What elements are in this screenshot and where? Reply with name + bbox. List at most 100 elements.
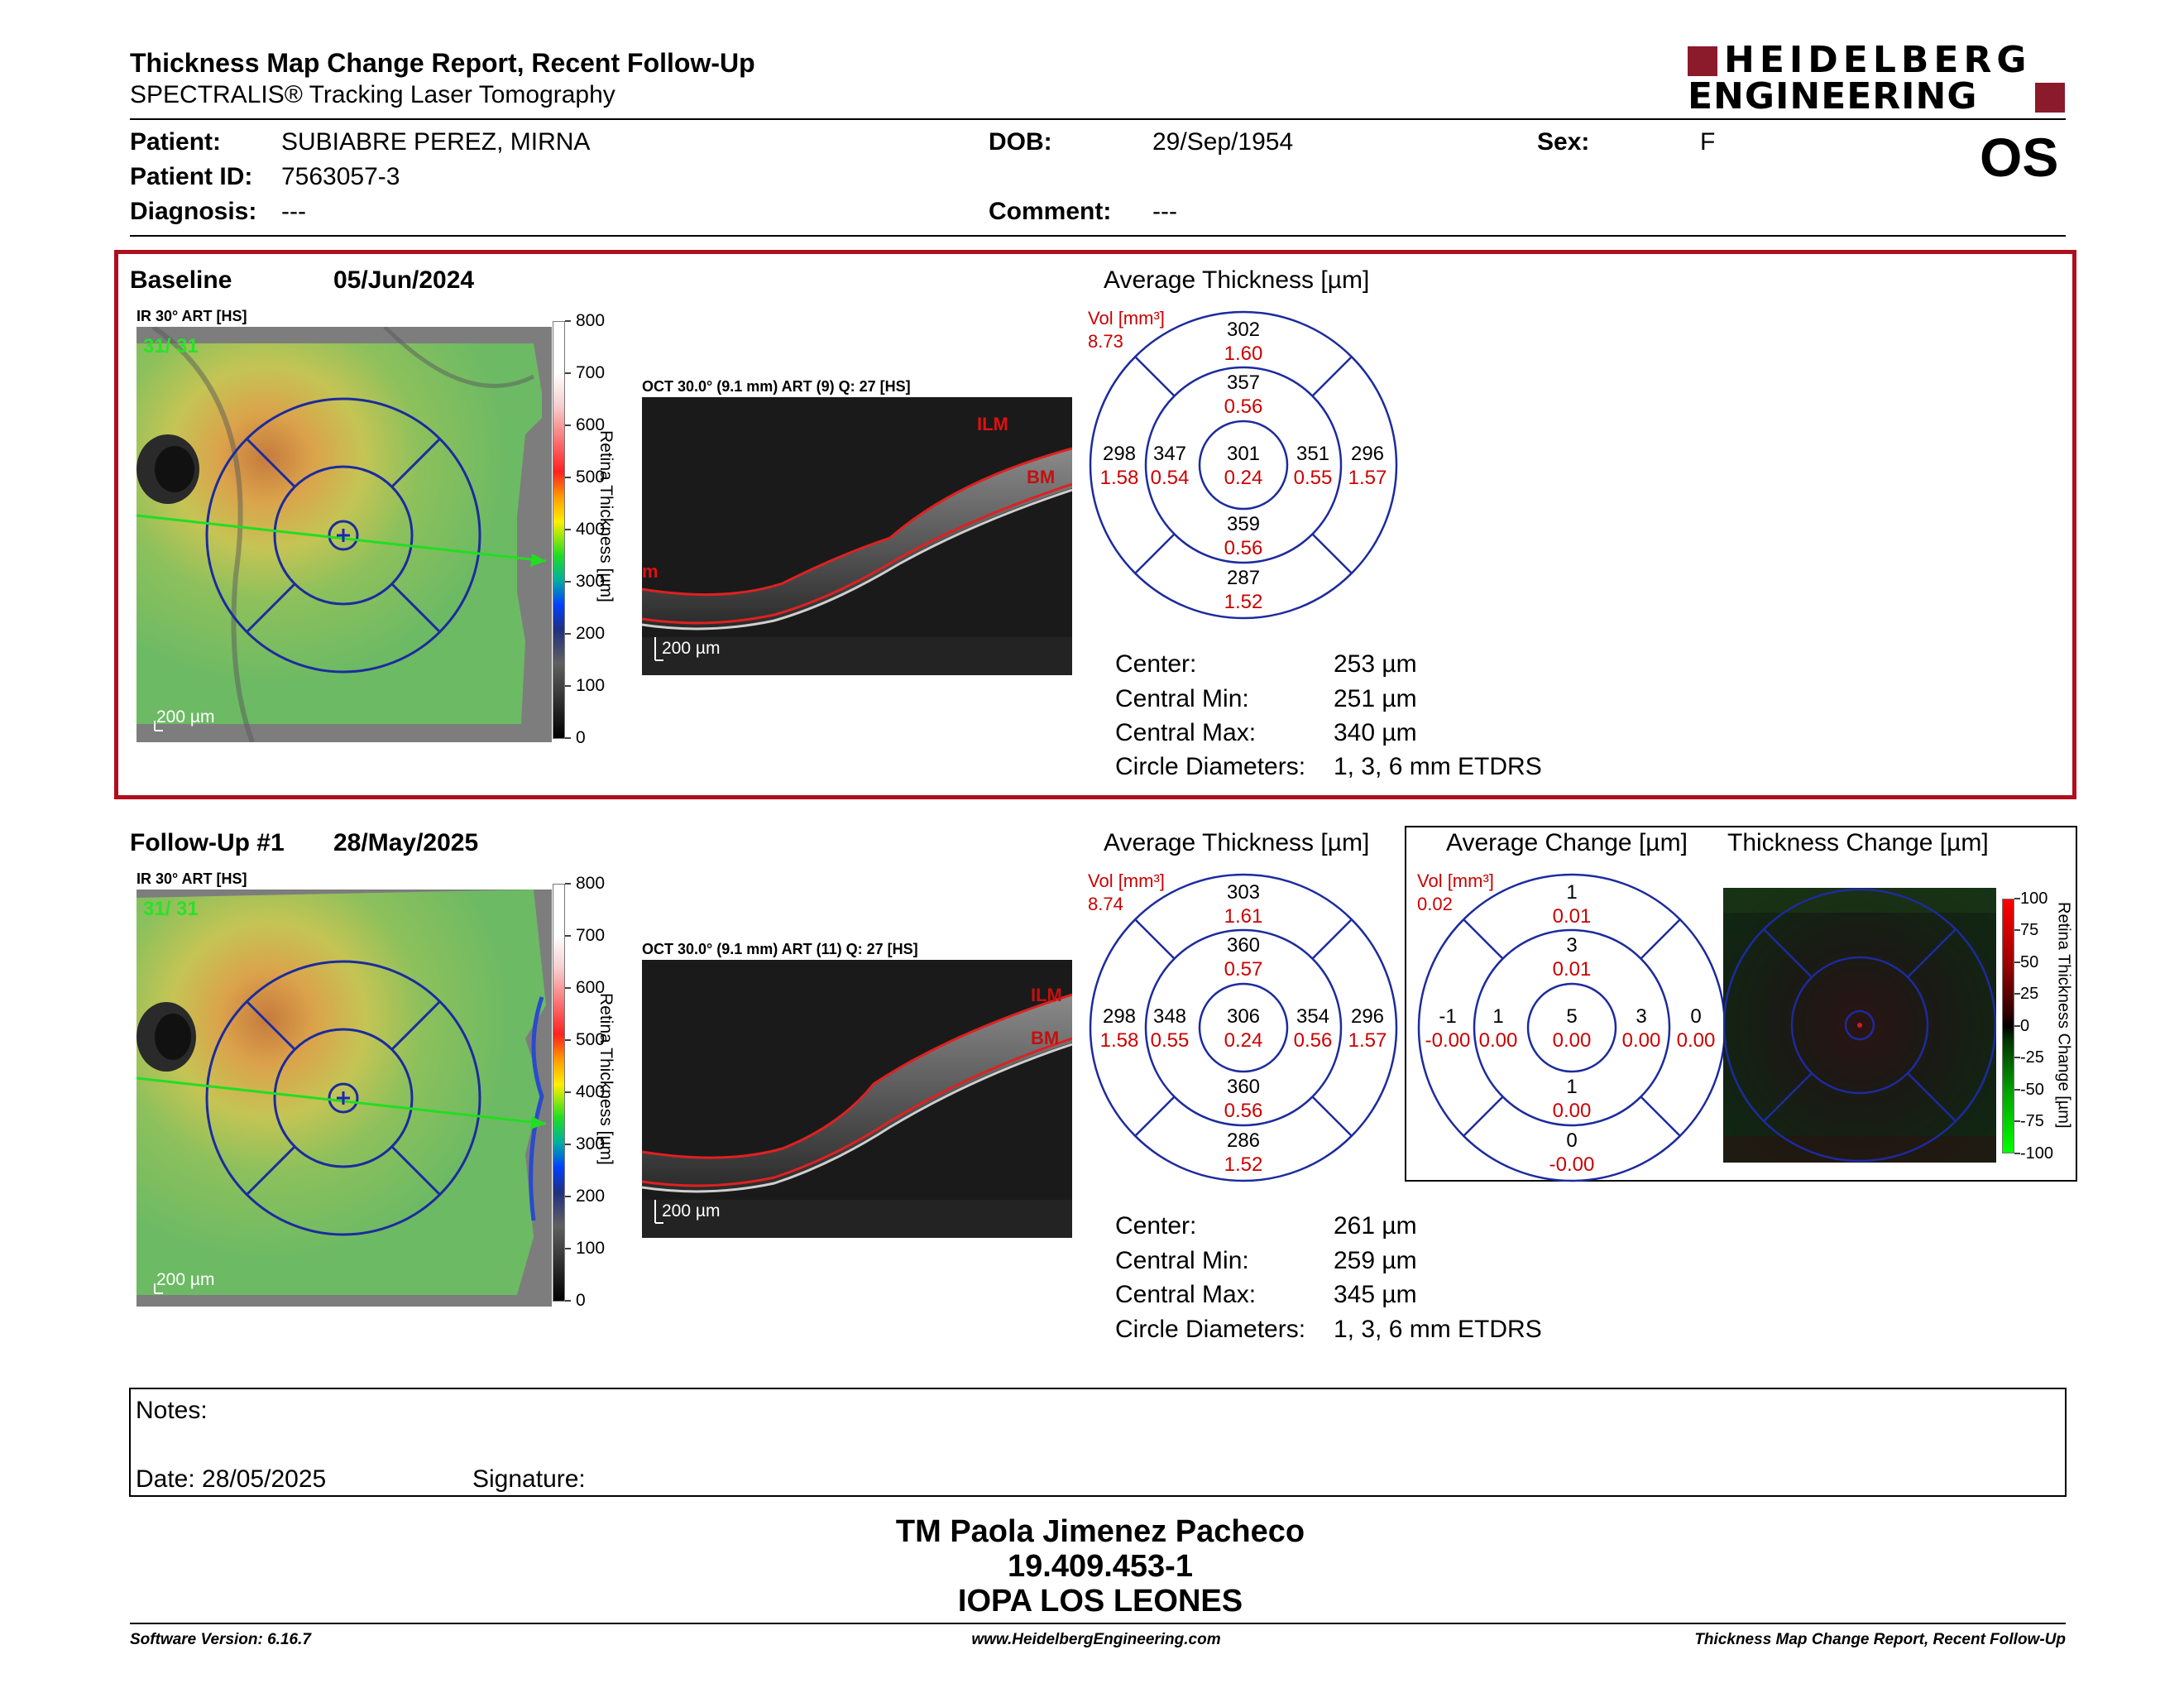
grid-inner-inferior: 359	[1227, 513, 1260, 535]
scale-bar: 200 µm	[156, 707, 215, 727]
stat-value: 1, 3, 6 mm ETDRS	[1334, 1316, 1542, 1343]
grid-center-vol: 0.24	[1224, 1029, 1263, 1052]
colorbar-tick: 0	[576, 728, 586, 747]
vol-value: 0.02	[1417, 894, 1453, 914]
grid-inner-nasal: 351	[1296, 443, 1329, 465]
baseline-ir-label: IR 30° ART [HS]	[136, 308, 247, 324]
patient-id-label: Patient ID:	[130, 163, 253, 190]
colorbar-title: Retina Thickness Change [µm]	[2054, 902, 2073, 1129]
followup-avg-title: Average Thickness [µm]	[1104, 829, 1370, 856]
grid-inner-inferior-vol: 0.00	[1553, 1100, 1592, 1122]
diagnosis-value: ---	[281, 198, 306, 225]
change-avg-title: Average Change [µm]	[1446, 829, 1688, 856]
followup-oct-scan: ILM BM 200 µm	[642, 960, 1072, 1238]
grid-inner-inferior-vol: 0.56	[1224, 537, 1263, 559]
grid-inner-nasal-vol: 0.56	[1294, 1029, 1333, 1052]
grid-outer-nasal-vol: 1.57	[1348, 467, 1387, 489]
grid-inner-superior: 357	[1227, 372, 1260, 394]
colorbar-tick: 100	[2020, 890, 2048, 908]
colorbar-tick: -100	[2020, 1144, 2054, 1163]
followup-colorbar: 800 700 600 500 400 300 200 100 0 Retina…	[553, 874, 619, 1310]
oct-scale-bar: 200 µm	[662, 1201, 721, 1220]
grid-inner-temporal-vol: 0.00	[1479, 1029, 1518, 1052]
vol-value: 8.74	[1088, 894, 1123, 914]
grid-outer-inferior-vol: -0.00	[1549, 1153, 1595, 1176]
signer-id: 19.409.453-1	[1008, 1549, 1193, 1584]
bm-marker: BM	[1027, 467, 1056, 487]
stat-label: Center:	[1115, 650, 1197, 678]
grid-outer-superior-vol: 1.60	[1224, 343, 1263, 365]
stat-value: 261 µm	[1334, 1212, 1417, 1240]
grid-inner-temporal: 348	[1153, 1005, 1186, 1028]
comment-label: Comment:	[989, 198, 1112, 225]
grid-outer-inferior: 287	[1227, 567, 1260, 589]
bm-marker: BM	[1031, 1028, 1060, 1048]
change-panel	[1405, 826, 2077, 1182]
signer-name: TM Paola Jimenez Pacheco	[895, 1514, 1305, 1549]
scale-bar: 200 µm	[156, 1270, 215, 1289]
colorbar-tick: 25	[2020, 985, 2039, 1003]
grid-center: 306	[1227, 1005, 1260, 1028]
vol-label: Vol [mm³]	[1088, 308, 1165, 328]
grid-center: 301	[1227, 443, 1260, 465]
notes-box[interactable]	[129, 1388, 2067, 1497]
grid-inner-temporal-vol: 0.55	[1151, 1029, 1190, 1052]
colorbar-tick: 50	[2020, 953, 2039, 971]
grid-center-vol: 0.00	[1553, 1029, 1592, 1052]
baseline-avg-title: Average Thickness [µm]	[1104, 266, 1370, 294]
image-counter: 31/ 31	[143, 335, 199, 357]
diagnosis-label: Diagnosis:	[130, 198, 257, 225]
sex-value: F	[1700, 128, 1716, 156]
stat-label: Central Min:	[1115, 685, 1249, 712]
colorbar-tick: 300	[576, 572, 606, 591]
grid-outer-temporal: 298	[1103, 1005, 1136, 1028]
colorbar-tick: 0	[576, 1291, 586, 1310]
footer-url[interactable]: www.HeidelbergEngineering.com	[971, 1631, 1221, 1648]
grid-inner-temporal: 1	[1492, 1005, 1503, 1028]
patient-label: Patient:	[130, 128, 222, 156]
colorbar-tick: 75	[2020, 921, 2039, 939]
grid-inner-superior: 360	[1227, 934, 1260, 957]
patient-name: SUBIABRE PEREZ, MIRNA	[281, 128, 591, 156]
notes-label: Notes:	[136, 1397, 208, 1424]
grid-center: 5	[1566, 1005, 1577, 1028]
baseline-date: 05/Jun/2024	[333, 266, 475, 294]
baseline-oct-label: OCT 30.0° (9.1 mm) ART (9) Q: 27 [HS]	[642, 378, 911, 395]
colorbar-tick: 400	[576, 1082, 606, 1101]
baseline-oct-scan: ILM BM m 200 µm	[642, 397, 1072, 675]
grid-inner-superior-vol: 0.56	[1224, 396, 1263, 418]
patient-id: 7563057-3	[281, 163, 400, 190]
grid-outer-temporal-vol: -0.00	[1425, 1029, 1471, 1052]
report-subtitle: SPECTRALIS® Tracking Laser Tomography	[130, 81, 615, 108]
image-counter: 31/ 31	[143, 898, 199, 920]
colorbar-tick: 400	[576, 520, 606, 539]
grid-center-vol: 0.24	[1224, 467, 1263, 489]
colorbar-tick: 700	[576, 363, 606, 382]
notes-date: Date: 28/05/2025	[136, 1465, 327, 1493]
grid-inner-nasal-vol: 0.55	[1294, 467, 1333, 489]
stat-label: Circle Diameters:	[1115, 1316, 1306, 1343]
ilm-marker: ILM	[1031, 985, 1062, 1005]
colorbar-tick: -25	[2020, 1048, 2044, 1067]
stat-value: 340 µm	[1334, 719, 1417, 746]
logo-line1: HEIDELBERG	[1724, 39, 2032, 81]
report-title: Thickness Map Change Report, Recent Foll…	[130, 48, 755, 78]
change-colorbar: 100 75 50 25 0 -25 -50 -75 -100 Retina T…	[2002, 890, 2076, 1167]
footer-report-name: Thickness Map Change Report, Recent Foll…	[1694, 1631, 2066, 1648]
colorbar-tick: 600	[576, 978, 606, 997]
baseline-panel	[114, 250, 2076, 799]
comment-value: ---	[1152, 198, 1177, 225]
colorbar-tick: 600	[576, 415, 606, 434]
change-map-title: Thickness Change [µm]	[1727, 829, 1989, 856]
baseline-thickness-map: 31/ 31 200 µm	[136, 327, 552, 742]
stat-value: 253 µm	[1334, 650, 1417, 678]
colorbar-tick: 200	[576, 624, 606, 643]
vol-label: Vol [mm³]	[1417, 870, 1494, 891]
stat-label: Central Max:	[1115, 719, 1257, 746]
grid-inner-inferior: 1	[1566, 1076, 1577, 1098]
followup-ir-label: IR 30° ART [HS]	[136, 870, 247, 887]
logo-square-icon	[1688, 46, 1717, 76]
grid-outer-superior-vol: 1.61	[1224, 905, 1263, 928]
grid-outer-temporal-vol: 1.58	[1100, 467, 1139, 489]
grid-inner-temporal-vol: 0.54	[1151, 467, 1190, 489]
